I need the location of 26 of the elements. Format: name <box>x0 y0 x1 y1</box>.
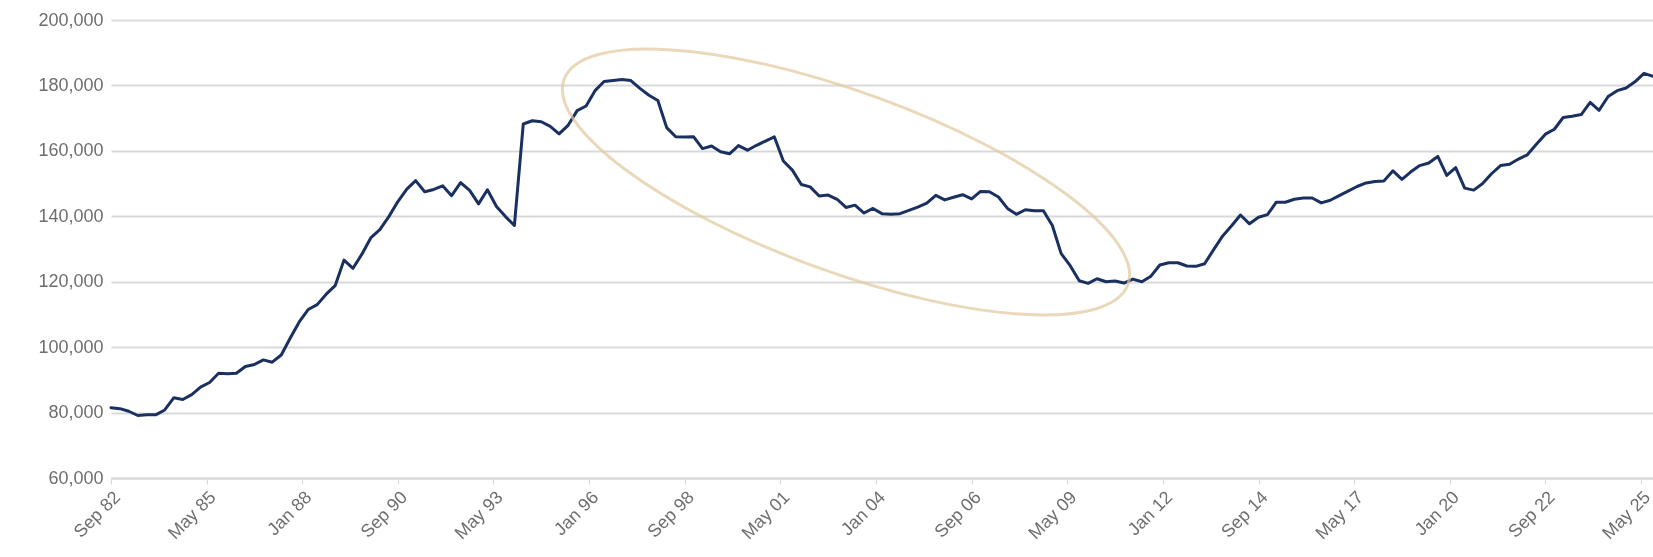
x-tick-label: Sep 90 <box>356 487 412 542</box>
x-tick-label: Jan 88 <box>263 487 316 540</box>
y-tick-label: 140,000 <box>38 205 104 226</box>
x-tick-label: Sep 22 <box>1504 487 1559 542</box>
y-tick-label: 80,000 <box>48 402 104 423</box>
x-tick-label: May 93 <box>450 487 507 543</box>
x-tick-label: Jan 04 <box>836 487 890 540</box>
x-tick-label: Sep 98 <box>643 487 698 542</box>
y-tick-label: 120,000 <box>38 271 104 292</box>
x-tick-label: May 01 <box>737 487 794 543</box>
x-tick-label: Jan 12 <box>1123 487 1177 540</box>
y-tick-label: 200,000 <box>38 9 104 30</box>
y-tick-label: 60,000 <box>48 467 104 488</box>
line-series <box>109 71 1653 418</box>
x-tick-label: May 17 <box>1311 487 1368 543</box>
x-tick-label: Jan 20 <box>1410 487 1463 540</box>
y-tick-label: 180,000 <box>38 74 104 95</box>
x-tick-label: Sep 06 <box>930 487 985 542</box>
y-tick-label: 160,000 <box>38 140 104 161</box>
x-tick-label: Sep 14 <box>1217 487 1272 542</box>
x-tick-label: May 25 <box>1598 487 1653 543</box>
x-tick-label: Sep 82 <box>69 487 125 542</box>
x-tick-label: May 09 <box>1024 487 1081 543</box>
x-tick-label: May 85 <box>163 487 220 543</box>
y-tick-label: 100,000 <box>38 336 104 357</box>
x-tick-label: Jan 96 <box>550 487 603 540</box>
